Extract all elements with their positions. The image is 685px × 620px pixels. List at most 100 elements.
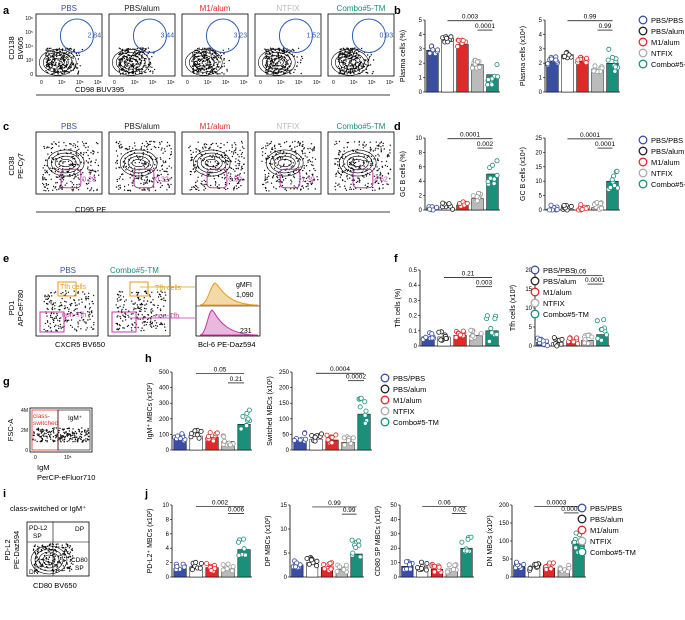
flow-event bbox=[195, 56, 197, 58]
p-value-label: 0.21 bbox=[230, 376, 243, 383]
flow-event bbox=[214, 181, 217, 183]
data-point bbox=[318, 431, 324, 437]
flow-event bbox=[283, 163, 285, 165]
flow-event bbox=[201, 60, 204, 63]
flow-event bbox=[64, 184, 67, 186]
flow-event bbox=[197, 149, 199, 151]
flow-event bbox=[268, 68, 271, 70]
flow-event bbox=[85, 322, 87, 324]
flow-event bbox=[378, 182, 380, 185]
flow-event bbox=[162, 160, 164, 162]
flow-event bbox=[299, 62, 302, 64]
flow-event bbox=[386, 165, 389, 168]
flow-event bbox=[347, 50, 350, 52]
flow-event bbox=[66, 313, 69, 315]
panel-letter-i: i bbox=[3, 488, 6, 500]
flow-event bbox=[151, 316, 153, 318]
data-point bbox=[306, 561, 312, 567]
gate-percentage: 0.50 bbox=[228, 177, 242, 184]
p-value-label: 0.99 bbox=[328, 500, 341, 507]
flow-event bbox=[77, 323, 79, 325]
flow-event bbox=[194, 164, 196, 166]
bar-PBS/PBS bbox=[401, 565, 414, 578]
flow-event bbox=[86, 434, 88, 436]
data-point bbox=[614, 168, 620, 174]
density-contour bbox=[42, 52, 73, 73]
flow-event bbox=[382, 183, 384, 186]
flow-event bbox=[66, 182, 68, 184]
flow-event bbox=[227, 157, 229, 160]
flow-event bbox=[206, 50, 208, 52]
flow-event bbox=[365, 144, 367, 146]
flow-event bbox=[58, 176, 61, 178]
flow-plot-a-4: 0.93 bbox=[327, 13, 395, 77]
flow-event bbox=[125, 72, 127, 75]
flow-event bbox=[146, 321, 148, 324]
flow-event bbox=[168, 144, 170, 146]
flow-event bbox=[83, 145, 85, 147]
flow-event bbox=[372, 150, 374, 152]
flow-event bbox=[118, 188, 120, 190]
flow-event bbox=[85, 297, 87, 299]
flow-event bbox=[123, 185, 126, 188]
data-point bbox=[533, 561, 539, 567]
flow-event bbox=[132, 179, 134, 182]
flow-event bbox=[357, 177, 359, 179]
flow-event bbox=[283, 48, 285, 50]
flow-event bbox=[144, 310, 146, 312]
flow-event bbox=[337, 167, 340, 170]
flow-event bbox=[119, 58, 122, 60]
flow-event bbox=[223, 57, 225, 60]
data-point bbox=[607, 185, 613, 191]
flow-event bbox=[44, 547, 47, 549]
flow-event bbox=[146, 300, 149, 302]
data-point bbox=[543, 567, 549, 573]
flow-event bbox=[193, 61, 196, 63]
flow-event bbox=[54, 308, 56, 310]
flow-event bbox=[335, 172, 338, 175]
data-point bbox=[362, 420, 368, 426]
flow-event bbox=[61, 177, 64, 180]
flow-event bbox=[62, 439, 64, 441]
flow-event bbox=[80, 152, 82, 155]
flow-event bbox=[261, 160, 263, 162]
gate-percentage: 0.93 bbox=[379, 33, 393, 40]
flow-event bbox=[43, 300, 45, 303]
flow-event bbox=[369, 55, 371, 58]
legend-marker bbox=[530, 265, 540, 275]
flow-event bbox=[157, 304, 159, 307]
flow-event bbox=[203, 56, 206, 58]
flow-event bbox=[154, 320, 156, 322]
legend-label: PBS/alum bbox=[651, 27, 684, 36]
flow-event bbox=[196, 63, 198, 66]
y-tick-label: 2 bbox=[419, 194, 423, 200]
flow-event bbox=[73, 432, 75, 434]
flow-event bbox=[69, 312, 71, 315]
y-tick-label: 0 bbox=[286, 448, 290, 454]
flow-event bbox=[90, 170, 93, 172]
data-point bbox=[575, 341, 581, 347]
flow-event bbox=[121, 68, 124, 71]
flow-event bbox=[285, 61, 287, 63]
flow-event bbox=[67, 58, 70, 60]
flow-event bbox=[50, 147, 53, 150]
flow-event bbox=[71, 189, 73, 191]
flow-event bbox=[229, 166, 231, 169]
flow-event bbox=[63, 55, 66, 57]
flow-event bbox=[337, 172, 339, 174]
flow-event bbox=[93, 324, 95, 326]
flow-event bbox=[234, 178, 237, 180]
flow-event bbox=[133, 70, 135, 72]
flow-event bbox=[270, 48, 273, 50]
data-point bbox=[198, 428, 204, 434]
flow-event bbox=[267, 55, 269, 58]
y-tick-label: 0.4 bbox=[409, 283, 418, 289]
y-tick-label: 10 bbox=[162, 503, 169, 509]
flow-event bbox=[44, 322, 47, 325]
flow-event bbox=[117, 185, 120, 187]
flow-event bbox=[67, 160, 70, 163]
density-contour bbox=[269, 152, 300, 174]
flow-event bbox=[36, 556, 39, 558]
y-tick-label: 500 bbox=[159, 370, 170, 376]
flow-event bbox=[265, 190, 268, 192]
